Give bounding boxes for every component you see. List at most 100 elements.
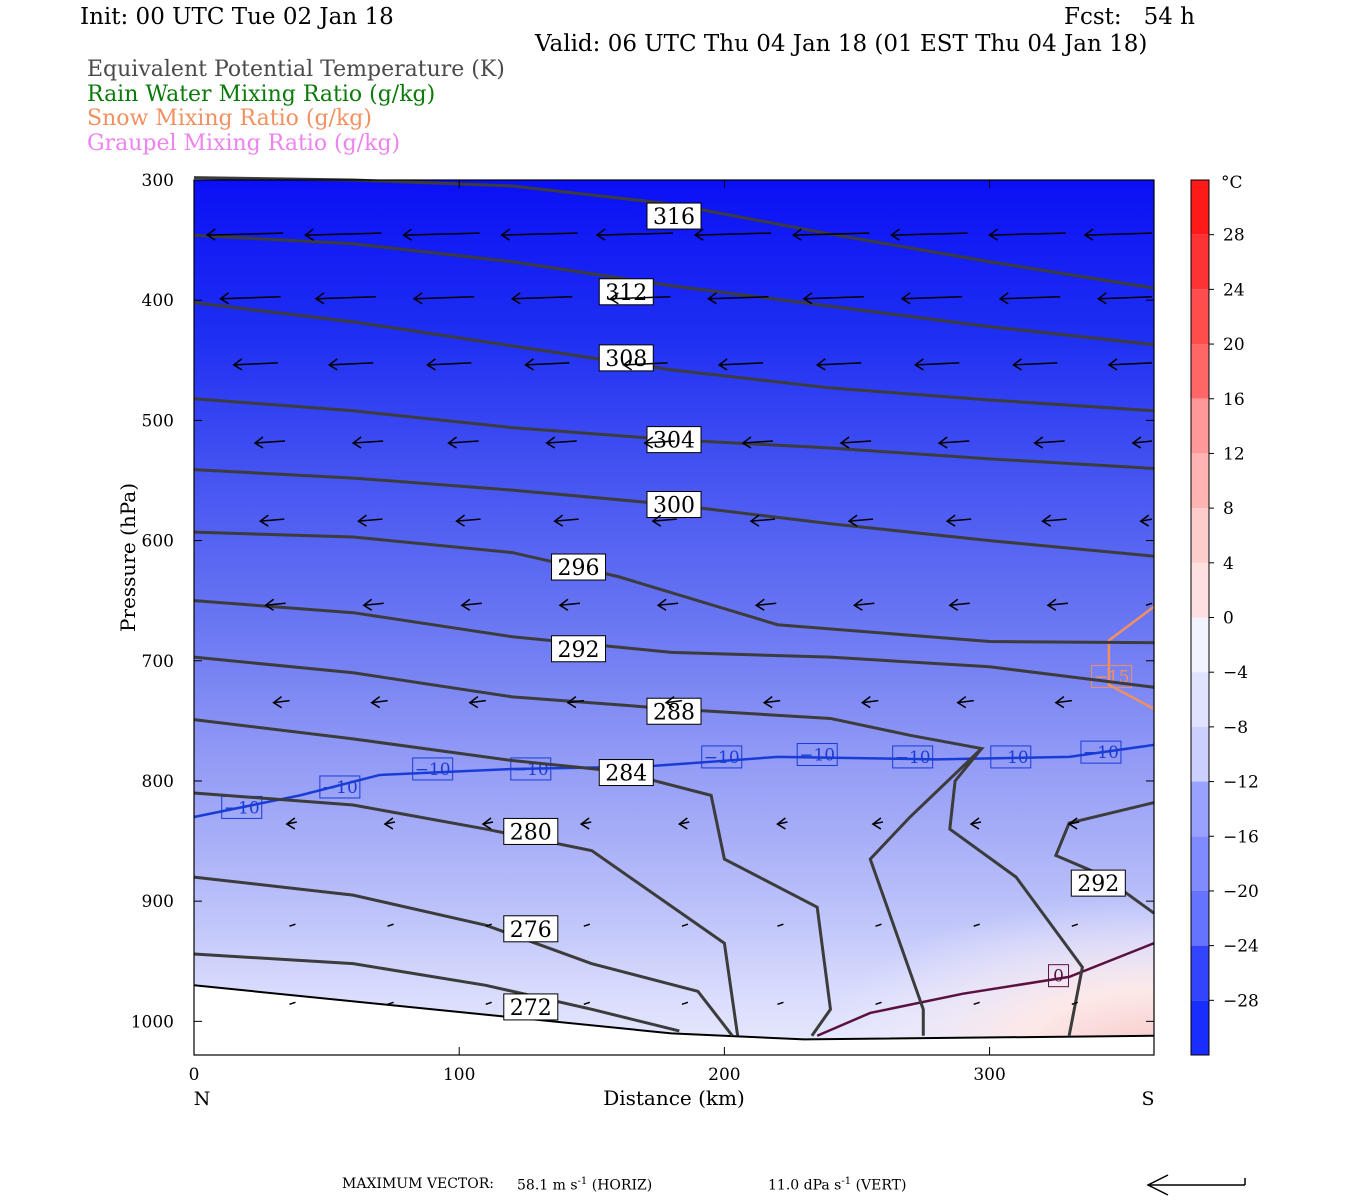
theta-e-label: 292 (558, 638, 600, 663)
wind-vector (777, 1001, 784, 1006)
reference-vector-head (1146, 1174, 1169, 1196)
plot-frame (193, 179, 1155, 1056)
wind-vector (220, 296, 281, 300)
wind-vector (315, 296, 377, 300)
wind-vector (817, 362, 862, 366)
isotherm-label-box (1091, 664, 1133, 688)
wind-arrowhead (693, 228, 704, 241)
y-tick-label: 1000 (131, 1012, 174, 1032)
wind-vector (708, 296, 769, 300)
south-end-label: S (1141, 1088, 1154, 1110)
wind-arrowhead (1041, 514, 1052, 527)
isotherm-label-box (701, 745, 743, 769)
theta-e-label-box (503, 915, 559, 943)
wind-vector (546, 440, 577, 444)
theta-e-label: 312 (605, 281, 647, 306)
theta-e-label-box (551, 635, 607, 663)
wind-arrowhead (304, 228, 314, 241)
theta-e-label-box (598, 759, 654, 787)
colorbar-cell (1191, 398, 1209, 454)
wind-arrowhead (264, 598, 275, 611)
wind-vector (387, 1001, 394, 1006)
wind-vector (973, 1001, 980, 1006)
wind-arrowhead (357, 514, 367, 527)
colorbar-tick-label: 4 (1223, 554, 1234, 574)
wind-arrowhead (664, 696, 675, 709)
wind-vector (289, 1001, 296, 1006)
wind-arrowhead (998, 292, 1009, 305)
x-tick-label: 0 (189, 1065, 200, 1085)
theta-e-label: 276 (510, 918, 552, 943)
wind-vector (957, 699, 974, 704)
wind-vector (1132, 440, 1153, 444)
colorbar-tick-label: 28 (1223, 226, 1245, 246)
wind-arrowhead (285, 817, 296, 830)
wind-arrowhead (656, 598, 667, 611)
wind-vector (939, 440, 970, 444)
wind-vector (456, 518, 481, 522)
wind-vector (525, 362, 570, 366)
wind-vector (461, 602, 482, 607)
wind-arrowhead (707, 292, 717, 305)
theta-e-contour (948, 747, 1084, 1037)
wind-vector (875, 923, 882, 927)
isotherm-label-box (319, 775, 361, 799)
wind-arrowhead (468, 696, 479, 709)
wind-arrowhead (579, 817, 590, 830)
wind-vector (681, 1001, 689, 1006)
wind-arrowhead (510, 292, 521, 305)
wind-arrowhead (792, 228, 802, 241)
wind-vector (841, 440, 872, 444)
wind-arrowhead (1033, 436, 1044, 449)
wind-vector (719, 362, 764, 366)
colorbar-cell (1191, 672, 1209, 727)
isotherm-label-box (510, 757, 552, 781)
colorbar-cell (1191, 890, 1209, 946)
colorbar-tick-label: −16 (1223, 827, 1259, 847)
wind-arrowhead (914, 358, 924, 371)
wind-arrowhead (566, 696, 577, 709)
wind-arrowhead (815, 358, 826, 371)
wind-arrowhead (460, 598, 471, 611)
wind-vector (644, 440, 675, 444)
wind-arrowhead (717, 358, 728, 371)
wind-arrowhead (802, 292, 813, 305)
wind-arrowhead (412, 292, 423, 305)
wind-vector (387, 923, 394, 927)
colorbar-tick-label: 20 (1223, 335, 1245, 355)
wind-vector (1071, 923, 1079, 927)
wind-vector (448, 440, 479, 444)
x-tick-label: 200 (708, 1065, 740, 1085)
wind-arrowhead (314, 292, 325, 305)
wind-vector (658, 602, 679, 607)
wind-vector (559, 602, 581, 607)
theta-e-label: 272 (510, 996, 552, 1021)
wind-arrowhead (839, 436, 850, 449)
wind-vector (1145, 602, 1153, 606)
wind-vector (1042, 518, 1067, 522)
y-tick-label: 800 (142, 772, 174, 792)
wind-vector (915, 362, 960, 366)
wind-arrowhead (1096, 292, 1107, 305)
theta-e-label: 280 (510, 820, 552, 845)
wind-arrowhead (383, 817, 394, 830)
wind-vector (469, 699, 486, 704)
wind-vector (305, 232, 382, 236)
wind-vector (1000, 296, 1061, 300)
wind-arrowhead (524, 358, 534, 371)
wind-arrowhead (1139, 514, 1150, 527)
isotherm-label: −10 (415, 760, 451, 780)
wind-vector (414, 296, 475, 300)
wind-arrowhead (741, 436, 752, 449)
wind-vector (363, 602, 384, 607)
wind-vector (329, 362, 374, 366)
wind-vector (750, 518, 775, 522)
wind-arrowhead (988, 228, 999, 241)
wind-vector (742, 440, 774, 444)
colorbar-tick-label: 24 (1223, 280, 1245, 300)
isotherm-label-box (990, 745, 1032, 769)
colorbar-cell (1191, 726, 1209, 782)
colorbar-cell (1191, 617, 1209, 673)
isotherm-label: −10 (513, 760, 549, 780)
